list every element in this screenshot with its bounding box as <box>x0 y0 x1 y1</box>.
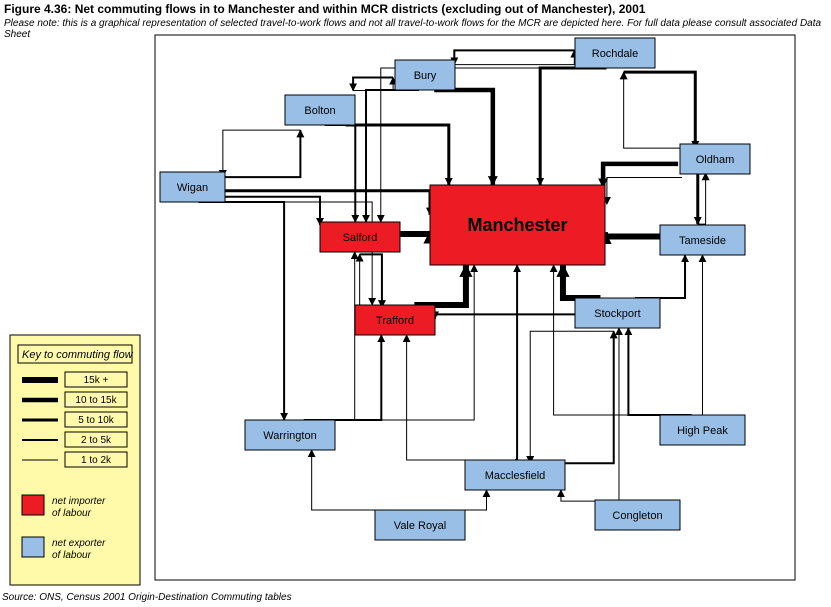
flow-edge <box>306 265 474 420</box>
flow-edge <box>624 72 696 148</box>
legend: Key to commuting flow 15k + 10 to 15k 5 to … <box>10 335 140 585</box>
node-label: Vale Royal <box>394 520 446 532</box>
flow-edge <box>540 68 606 185</box>
node-label: Stockport <box>594 308 640 320</box>
legend-band-label: 5 to 10k <box>78 415 115 426</box>
node-bury: Bury <box>395 60 455 90</box>
node-label: Manchester <box>467 215 567 235</box>
node-label: Macclesfield <box>485 470 546 482</box>
flow-edge <box>223 130 301 177</box>
flow-edge <box>360 254 382 307</box>
flow-edge <box>360 254 382 307</box>
legend-band-label: 10 to 15k <box>75 395 117 406</box>
node-label: Trafford <box>376 315 414 327</box>
flow-edge <box>295 252 354 420</box>
flow-edge <box>223 130 301 177</box>
node-label: Bolton <box>304 105 335 117</box>
flow-edge <box>635 255 685 298</box>
flow-edge <box>515 265 517 460</box>
node-label: Wigan <box>177 182 208 194</box>
flow-edge <box>346 125 449 185</box>
flow-edge <box>225 197 320 225</box>
node-oldham: Oldham <box>680 144 750 174</box>
flow-edge <box>603 164 678 187</box>
node-trafford: Trafford <box>355 305 435 335</box>
flow-edge <box>561 490 595 501</box>
node-label: Warrington <box>263 430 316 442</box>
flow-edge <box>563 265 601 298</box>
legend-band-label: 1 to 2k <box>81 455 112 466</box>
flow-edge <box>607 178 682 205</box>
node-bolton: Bolton <box>285 95 355 125</box>
flow-edge <box>215 202 372 305</box>
flow-edge <box>312 450 399 510</box>
legend-band-label: 2 to 5k <box>81 435 112 446</box>
node-label: Oldham <box>696 154 735 166</box>
flow-edge <box>454 50 574 64</box>
legend-swatch-label: net importer <box>52 496 106 507</box>
node-macclesfield: Macclesfield <box>465 460 565 490</box>
legend-swatch-label: net exporter <box>52 538 106 549</box>
flow-edge <box>407 335 504 460</box>
node-warrington: Warrington <box>245 420 335 450</box>
flow-edge <box>530 331 613 463</box>
node-salford: Salford <box>320 222 400 252</box>
flow-edge <box>530 331 613 463</box>
flow-edge <box>414 265 466 305</box>
node-congleton: Congleton <box>595 500 680 530</box>
node-valeroyal: Vale Royal <box>375 510 465 540</box>
node-label: High Peak <box>677 425 728 437</box>
node-label: Salford <box>343 232 378 244</box>
node-wigan: Wigan <box>160 172 225 202</box>
flow-edge <box>554 265 689 415</box>
node-label: Rochdale <box>592 48 638 60</box>
flow-edge <box>698 173 706 224</box>
flow-edge <box>628 328 691 415</box>
node-label: Congleton <box>612 510 662 522</box>
legend-swatch-label: of labour <box>52 508 92 519</box>
flow-diagram: Manchester Salford Trafford Bolton Bury Rochd… <box>0 0 831 607</box>
flow-edge <box>454 50 574 64</box>
flow-edge <box>400 232 430 234</box>
flow-edge <box>624 72 696 148</box>
flow-edge <box>353 78 393 91</box>
nodes-layer: Manchester Salford Trafford Bolton Bury Rochd… <box>160 38 750 540</box>
legend-band-label: 15k + <box>84 375 109 386</box>
legend-swatch-label: of labour <box>52 550 92 561</box>
node-stockport: Stockport <box>575 298 660 328</box>
node-manchester: Manchester <box>430 185 605 265</box>
legend-title: Key to commuting flow <box>22 349 134 361</box>
flow-edge <box>366 90 419 222</box>
diagram-frame <box>155 35 795 580</box>
flow-edge <box>325 125 356 222</box>
node-label: Tameside <box>679 235 726 247</box>
flow-edge <box>605 232 660 236</box>
node-label: Bury <box>414 70 437 82</box>
flow-edge <box>434 90 493 185</box>
flow-edge <box>353 78 393 91</box>
node-tameside: Tameside <box>660 225 745 255</box>
flow-edge <box>304 335 382 420</box>
flow-edge <box>198 202 284 420</box>
flow-edge <box>449 490 487 510</box>
node-highpeak: High Peak <box>660 415 745 445</box>
node-rochdale: Rochdale <box>575 38 655 68</box>
